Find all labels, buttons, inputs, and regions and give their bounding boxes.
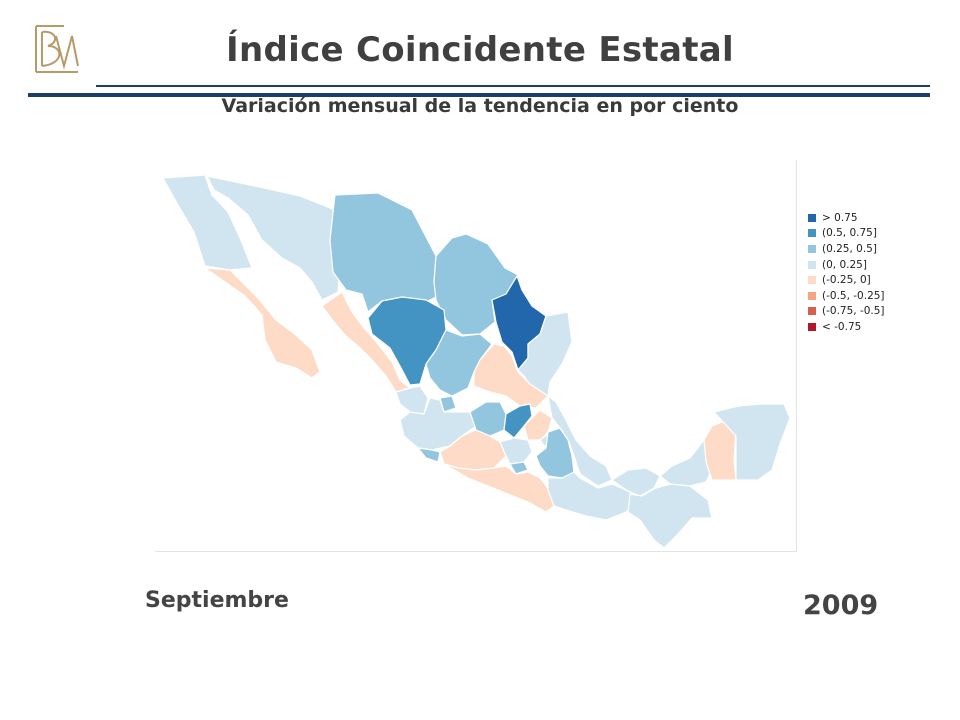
state-yucatan [703,419,737,481]
legend-item: (-0.25, 0] [808,272,885,288]
legend-item: (0.5, 0.75] [808,226,885,242]
legend-label: (-0.25, 0] [822,274,871,287]
state-quintana-roo [713,403,791,481]
legend-item: (-0.5, -0.25] [808,288,885,304]
page-subtitle: Variación mensual de la tendencia en por… [221,95,739,117]
legend-swatch [808,291,816,300]
mexico-choropleth-map [162,174,791,549]
state-zacatecas [425,329,493,397]
state-hidalgo [523,409,553,441]
legend-swatch [808,213,816,222]
month-label: Septiembre [145,588,289,613]
state-veracruz [547,395,613,487]
legend-swatch [808,229,816,238]
state-mexico [499,437,533,465]
legend-item: < -0.75 [808,319,885,335]
state-baja-california [162,174,253,271]
legend-item: (0.25, 0.5] [808,241,885,257]
state-sonora [206,175,341,301]
state-queretaro [503,403,533,439]
banco-de-mexico-logo [35,25,79,73]
legend-swatch [808,260,816,269]
state-chiapas [627,483,713,549]
map-frame [155,160,797,552]
map-legend: > 0.75 (0.5, 0.75] (0.25, 0.5] (0, 0.25]… [808,210,885,335]
legend-swatch [808,322,816,331]
state-nayarit [395,385,429,415]
legend-label: > 0.75 [822,211,858,224]
state-morelos [509,461,529,475]
title-divider-thick [28,93,930,97]
page-title: Índice Coincidente Estatal [226,30,734,70]
legend-item: (-0.75, -0.5] [808,304,885,320]
legend-item: (0, 0.25] [808,257,885,273]
state-guerrero [443,463,555,513]
legend-swatch [808,276,816,285]
legend-label: (-0.75, -0.5] [822,305,885,318]
legend-swatch [808,244,816,253]
state-colima [417,447,441,463]
legend-item: > 0.75 [808,210,885,226]
legend-label: (0.25, 0.5] [822,242,877,255]
legend-label: < -0.75 [822,320,862,333]
legend-label: (-0.5, -0.25] [822,289,885,302]
state-baja-california-sur [204,267,321,379]
state-san-luis-potosi [473,343,549,409]
legend-label: (0.5, 0.75] [822,227,877,240]
year-label: 2009 [803,590,879,621]
state-tabasco [611,467,661,497]
legend-label: (0, 0.25] [822,258,867,271]
title-divider [96,85,930,87]
state-chihuahua [329,192,439,313]
legend-swatch [808,307,816,316]
